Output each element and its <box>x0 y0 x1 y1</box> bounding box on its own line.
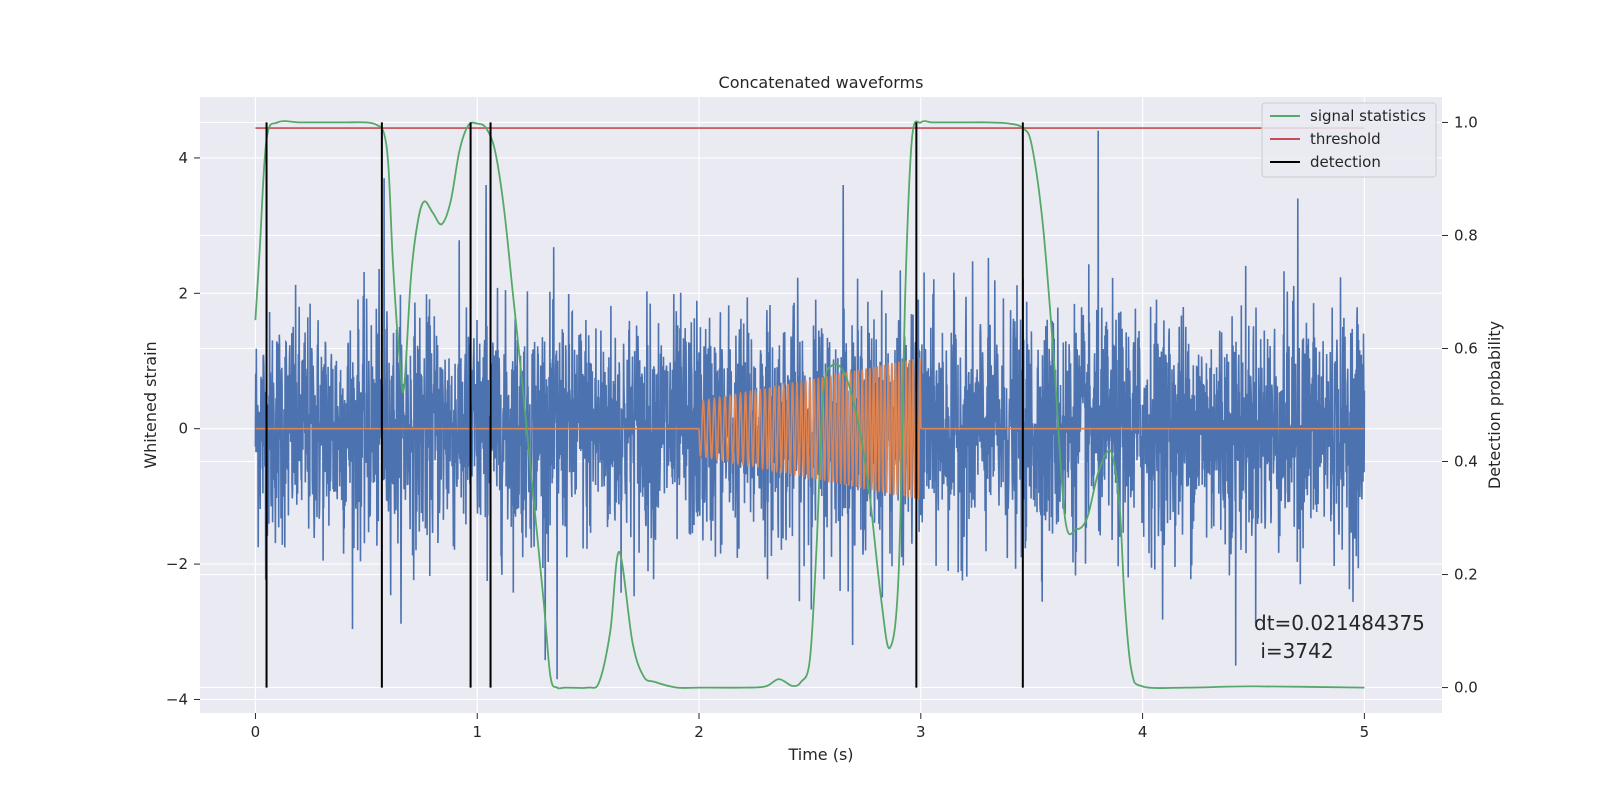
right-tick-label: 0.4 <box>1454 453 1478 471</box>
injected-waveform-line <box>255 357 1365 500</box>
left-tick-label: 4 <box>178 149 188 167</box>
right-tick-label: 0.8 <box>1454 226 1478 244</box>
right-axis-ticks: 0.0 0.2 0.4 0.6 0.8 1.0 <box>1442 113 1478 697</box>
x-tick-label: 1 <box>472 723 482 741</box>
annotation-index: i=3742 <box>1254 639 1334 663</box>
x-axis-ticks: 0 1 2 3 4 5 <box>251 713 1369 741</box>
x-tick-label: 5 <box>1360 723 1370 741</box>
signal-statistics-line <box>254 120 1365 690</box>
series-layer <box>254 120 1366 690</box>
left-tick-label: −2 <box>166 555 188 573</box>
x-tick-label: 3 <box>916 723 926 741</box>
annotation-dt: dt=0.021484375 <box>1254 611 1425 635</box>
legend-box <box>1261 102 1437 178</box>
legend-label-threshold: threshold <box>1310 130 1381 148</box>
x-axis-label: Time (s) <box>787 745 853 764</box>
legend: signal statistics threshold detection <box>1261 102 1437 178</box>
right-tick-label: 0.2 <box>1454 566 1478 584</box>
legend-label-detection: detection <box>1310 153 1381 171</box>
strain-line <box>254 130 1366 680</box>
right-tick-label: 0.0 <box>1454 679 1478 697</box>
right-tick-label: 0.6 <box>1454 339 1478 357</box>
legend-label-signal-statistics: signal statistics <box>1310 107 1426 125</box>
right-y-axis-label: Detection probability <box>1485 321 1504 489</box>
right-tick-label: 1.0 <box>1454 113 1478 131</box>
x-tick-label: 0 <box>251 723 261 741</box>
y-axis-label: Whitened strain <box>141 341 160 468</box>
x-tick-label: 4 <box>1138 723 1148 741</box>
left-axis-ticks: −4 −2 0 2 4 <box>166 149 200 708</box>
x-tick-label: 2 <box>694 723 704 741</box>
chart-title: Concatenated waveforms <box>719 73 924 92</box>
left-tick-label: −4 <box>166 690 188 708</box>
left-tick-label: 0 <box>178 420 188 438</box>
left-tick-label: 2 <box>178 284 188 302</box>
